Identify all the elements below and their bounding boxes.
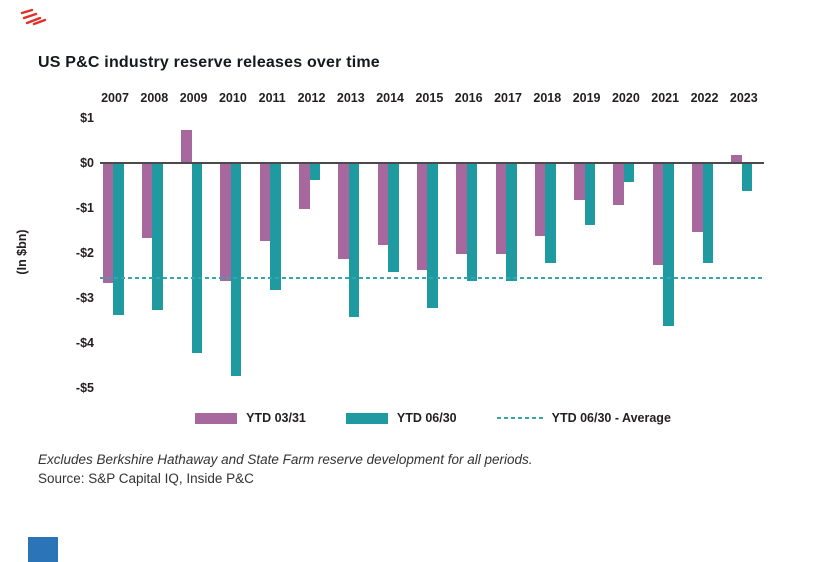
bar-ytd-0331 xyxy=(652,164,664,266)
bar-ytd-0630 xyxy=(506,164,517,281)
legend-ytd-0331-label: YTD 03/31 xyxy=(246,411,306,425)
bar-ytd-0331 xyxy=(259,164,271,241)
bottom-left-blue-box xyxy=(28,537,58,562)
bar-ytd-0630 xyxy=(191,164,203,353)
legend-ytd-0331: YTD 03/31 xyxy=(195,411,306,425)
legend-swatch-teal xyxy=(345,412,388,424)
chart-title: US P&C industry reserve releases over ti… xyxy=(38,54,380,71)
x-axis-year-label: 2018 xyxy=(533,91,562,105)
bar-ytd-0630 xyxy=(152,164,163,311)
bar-ytd-0331 xyxy=(574,164,585,200)
x-axis-year-label: 2020 xyxy=(611,91,640,105)
bar-ytd-0331 xyxy=(416,164,428,270)
bar-ytd-0331 xyxy=(534,164,546,236)
x-axis-year-label: 2019 xyxy=(572,91,601,105)
bar-ytd-0630 xyxy=(466,164,478,281)
bar-ytd-0630 xyxy=(584,164,596,225)
legend-swatch-purple xyxy=(195,412,238,424)
bar-ytd-0331 xyxy=(456,164,467,254)
y-axis-tick-label: -$5 xyxy=(75,381,94,395)
y-axis-tick-label: -$1 xyxy=(75,201,94,215)
bar-ytd-0630 xyxy=(741,164,753,191)
source-credit: Source: S&P Capital IQ, Inside P&C xyxy=(38,471,254,486)
x-axis-year-label: 2014 xyxy=(376,91,404,105)
legend-swatch-dashed-line xyxy=(496,417,543,419)
bar-ytd-0331 xyxy=(377,164,389,245)
bar-ytd-0630 xyxy=(113,164,124,315)
bar-ytd-0630 xyxy=(388,164,399,272)
bar-ytd-0331 xyxy=(102,164,113,284)
bar-ytd-0630 xyxy=(623,164,635,182)
bar-ytd-0630 xyxy=(702,164,713,263)
chart-legend: YTD 03/31 YTD 06/30 YTD 06/30 - Average xyxy=(100,411,766,425)
y-axis-tick-label: -$2 xyxy=(75,246,94,260)
x-axis-year-label: 2008 xyxy=(140,91,169,105)
bar-ytd-0630 xyxy=(663,164,674,326)
legend-ytd-0630: YTD 06/30 xyxy=(345,411,457,425)
bar-ytd-0331 xyxy=(220,164,231,281)
bar-ytd-0630 xyxy=(348,164,360,317)
x-axis-year-label: 2015 xyxy=(415,91,444,105)
x-axis-year-label: 2022 xyxy=(690,91,719,105)
y-axis-tick-label: -$4 xyxy=(75,336,94,350)
legend-ytd-0630-average-label: YTD 06/30 - Average xyxy=(551,411,671,425)
bar-ytd-0331 xyxy=(338,164,349,259)
chart-footnote: Excludes Berkshire Hathaway and State Fa… xyxy=(38,452,533,467)
x-axis-year-label: 2017 xyxy=(494,91,522,105)
x-axis-year-label: 2009 xyxy=(179,91,208,105)
y-axis-tick-label: $0 xyxy=(80,156,94,170)
zero-axis-line xyxy=(100,162,764,164)
y-axis-tick-label: $1 xyxy=(80,111,94,125)
bar-ytd-0331 xyxy=(141,164,153,239)
bar-ytd-0331 xyxy=(731,155,742,164)
x-axis-year-label: 2012 xyxy=(297,91,326,105)
bar-ytd-0630 xyxy=(309,164,320,180)
bar-ytd-0630 xyxy=(545,164,556,263)
bar-ytd-0331 xyxy=(692,164,703,232)
y-axis-tick-label: -$3 xyxy=(75,291,94,305)
brand-mark-icon xyxy=(20,8,47,26)
x-axis-year-label: 2010 xyxy=(218,91,247,105)
bar-ytd-0331 xyxy=(613,164,624,205)
bar-ytd-0331 xyxy=(299,164,310,209)
legend-ytd-0630-label: YTD 06/30 xyxy=(396,411,457,425)
x-axis-year-label: 2013 xyxy=(336,91,365,105)
x-axis-year-label: 2023 xyxy=(729,91,758,105)
average-dashed-line xyxy=(100,277,764,280)
x-axis-year-label: 2011 xyxy=(258,91,286,105)
bar-ytd-0630 xyxy=(427,164,438,308)
y-axis-title: (In $bn) xyxy=(15,229,29,275)
bar-ytd-0331 xyxy=(181,130,192,164)
x-axis-year-label: 2021 xyxy=(651,91,680,105)
x-axis-year-label: 2016 xyxy=(454,91,483,105)
bar-ytd-0630 xyxy=(270,164,281,290)
bar-ytd-0630 xyxy=(230,164,242,376)
bar-ytd-0331 xyxy=(495,164,506,254)
legend-ytd-0630-average: YTD 06/30 - Average xyxy=(496,411,671,425)
x-axis-year-label: 2007 xyxy=(101,91,129,105)
